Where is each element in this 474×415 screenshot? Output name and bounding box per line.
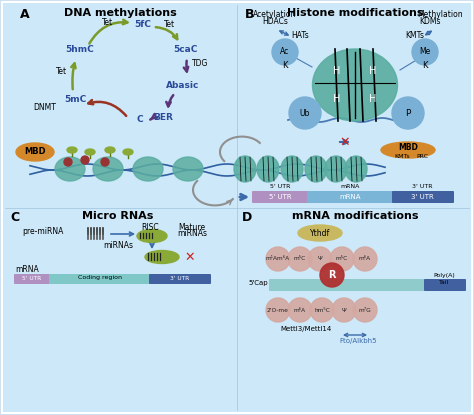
Ellipse shape bbox=[67, 147, 77, 153]
Text: Tail: Tail bbox=[439, 281, 449, 286]
Text: K: K bbox=[282, 61, 288, 71]
Text: miRNAs: miRNAs bbox=[177, 229, 207, 239]
Text: Methylation: Methylation bbox=[417, 10, 463, 20]
Circle shape bbox=[353, 247, 377, 271]
Text: ✕: ✕ bbox=[185, 251, 195, 264]
Text: PRC: PRC bbox=[416, 154, 428, 159]
Text: RISC: RISC bbox=[141, 224, 159, 232]
Circle shape bbox=[288, 247, 312, 271]
Text: Tet: Tet bbox=[102, 19, 114, 27]
Circle shape bbox=[412, 39, 438, 65]
Text: 5' UTR: 5' UTR bbox=[269, 194, 292, 200]
Text: BER: BER bbox=[153, 112, 173, 122]
Text: 3' UTR: 3' UTR bbox=[412, 185, 432, 190]
Text: Tet: Tet bbox=[164, 20, 175, 29]
Ellipse shape bbox=[105, 147, 115, 153]
Text: Ub: Ub bbox=[300, 108, 310, 117]
Text: A: A bbox=[20, 8, 29, 21]
Ellipse shape bbox=[312, 49, 398, 121]
Text: KDMs: KDMs bbox=[419, 17, 441, 27]
Text: MBD: MBD bbox=[398, 142, 418, 151]
Text: Ψ: Ψ bbox=[318, 256, 322, 261]
Text: HATs: HATs bbox=[291, 30, 309, 39]
Text: KMTs: KMTs bbox=[394, 154, 410, 159]
Ellipse shape bbox=[281, 156, 303, 182]
Ellipse shape bbox=[133, 157, 163, 181]
Text: mRNA modifications: mRNA modifications bbox=[292, 211, 418, 221]
Text: Mettl3/Mettl14: Mettl3/Mettl14 bbox=[281, 326, 332, 332]
Text: 5'Cap: 5'Cap bbox=[248, 280, 268, 286]
Text: Ψ: Ψ bbox=[342, 308, 346, 312]
Text: H: H bbox=[333, 66, 341, 76]
Circle shape bbox=[289, 97, 321, 129]
Circle shape bbox=[266, 298, 290, 322]
Text: KMTs: KMTs bbox=[405, 30, 425, 39]
FancyBboxPatch shape bbox=[392, 191, 454, 203]
FancyBboxPatch shape bbox=[14, 274, 51, 284]
Text: m⁵C: m⁵C bbox=[294, 256, 306, 261]
Text: 5' UTR: 5' UTR bbox=[22, 276, 42, 281]
Text: C: C bbox=[137, 115, 143, 124]
Text: DNA methylations: DNA methylations bbox=[64, 8, 176, 18]
Ellipse shape bbox=[145, 251, 179, 264]
Text: Tet: Tet bbox=[56, 68, 68, 76]
Text: Poly(A): Poly(A) bbox=[433, 273, 455, 278]
FancyBboxPatch shape bbox=[3, 3, 471, 412]
Ellipse shape bbox=[123, 149, 133, 155]
Text: 5' UTR: 5' UTR bbox=[270, 185, 290, 190]
Ellipse shape bbox=[325, 156, 347, 182]
Ellipse shape bbox=[173, 157, 203, 181]
Text: TDG: TDG bbox=[192, 59, 208, 68]
Text: B: B bbox=[245, 8, 255, 21]
Text: MBD: MBD bbox=[24, 147, 46, 156]
Text: Ythdf: Ythdf bbox=[310, 229, 330, 237]
Text: D: D bbox=[242, 211, 252, 224]
FancyBboxPatch shape bbox=[424, 279, 466, 291]
Text: 5caC: 5caC bbox=[173, 46, 197, 54]
Text: DNMT: DNMT bbox=[34, 103, 56, 112]
FancyBboxPatch shape bbox=[307, 191, 394, 203]
Text: Micro RNAs: Micro RNAs bbox=[82, 211, 154, 221]
Text: Ac: Ac bbox=[281, 47, 290, 56]
Circle shape bbox=[272, 39, 298, 65]
Ellipse shape bbox=[55, 157, 85, 181]
Ellipse shape bbox=[381, 142, 435, 158]
Text: 2'O-me: 2'O-me bbox=[267, 308, 289, 312]
Text: miRNAs: miRNAs bbox=[103, 241, 133, 249]
Text: mRNA: mRNA bbox=[340, 185, 360, 190]
Ellipse shape bbox=[234, 156, 256, 182]
Circle shape bbox=[330, 247, 354, 271]
Ellipse shape bbox=[93, 157, 123, 181]
Text: hm⁵C: hm⁵C bbox=[314, 308, 330, 312]
Text: H: H bbox=[369, 94, 377, 104]
Circle shape bbox=[101, 158, 109, 166]
FancyBboxPatch shape bbox=[269, 279, 426, 291]
Text: P: P bbox=[405, 108, 410, 117]
Circle shape bbox=[392, 97, 424, 129]
Ellipse shape bbox=[257, 156, 279, 182]
Text: 3' UTR: 3' UTR bbox=[170, 276, 190, 281]
FancyBboxPatch shape bbox=[252, 191, 309, 203]
Ellipse shape bbox=[85, 149, 95, 155]
Text: Abasic: Abasic bbox=[166, 81, 200, 90]
Ellipse shape bbox=[16, 143, 54, 161]
Text: pre-miRNA: pre-miRNA bbox=[22, 227, 64, 237]
Circle shape bbox=[332, 298, 356, 322]
Text: 5hmC: 5hmC bbox=[65, 46, 94, 54]
Text: Me: Me bbox=[419, 47, 430, 56]
Circle shape bbox=[320, 263, 344, 287]
Ellipse shape bbox=[137, 229, 167, 242]
Text: mRNA: mRNA bbox=[339, 194, 361, 200]
Text: HDACs: HDACs bbox=[262, 17, 288, 27]
Circle shape bbox=[310, 298, 334, 322]
Circle shape bbox=[308, 247, 332, 271]
Text: H: H bbox=[333, 94, 341, 104]
Text: K: K bbox=[422, 61, 428, 71]
Circle shape bbox=[266, 247, 290, 271]
Circle shape bbox=[64, 158, 72, 166]
Ellipse shape bbox=[305, 156, 327, 182]
FancyBboxPatch shape bbox=[49, 274, 151, 284]
Text: mRNA: mRNA bbox=[15, 266, 39, 274]
FancyBboxPatch shape bbox=[149, 274, 211, 284]
